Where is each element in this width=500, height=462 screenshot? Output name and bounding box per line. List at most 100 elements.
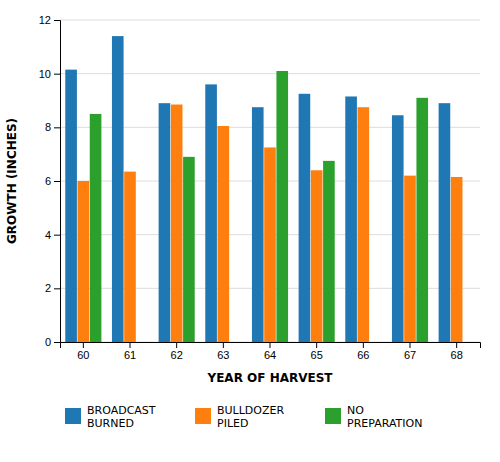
tick: 64 bbox=[264, 342, 276, 361]
legend: BROADCASTBURNED BULLDOZERPILED NOPREPARATI… bbox=[65, 404, 422, 430]
tick-label: 6 bbox=[45, 175, 51, 187]
tick: 6 bbox=[45, 175, 60, 187]
tick-mark bbox=[270, 342, 271, 348]
tick-label: 66 bbox=[357, 349, 369, 361]
series bbox=[90, 71, 428, 342]
bar bbox=[276, 71, 288, 342]
bar bbox=[112, 36, 124, 342]
bar bbox=[404, 176, 416, 342]
bar bbox=[358, 107, 370, 342]
tick-mark bbox=[223, 342, 224, 348]
bar bbox=[323, 161, 335, 342]
tick: 60 bbox=[77, 342, 89, 361]
legend-entry: BROADCASTBURNED bbox=[65, 404, 156, 430]
axis-line bbox=[61, 343, 481, 349]
tick: 67 bbox=[404, 342, 416, 361]
legend-label: BULLDOZERPILED bbox=[217, 404, 284, 430]
tick-mark bbox=[316, 342, 317, 348]
tick: 8 bbox=[45, 121, 60, 133]
legend-label-line: BURNED bbox=[87, 417, 134, 430]
tick-mark bbox=[456, 342, 457, 348]
tick-label: 68 bbox=[451, 349, 463, 361]
tick-mark bbox=[176, 342, 177, 348]
tick-label: 64 bbox=[264, 349, 276, 361]
x-axis-title: YEAR OF HARVEST bbox=[206, 371, 333, 385]
tick-mark bbox=[54, 20, 60, 21]
plot: 024681012606162636465666768 bbox=[39, 14, 481, 361]
tick-label: 0 bbox=[45, 336, 51, 348]
bar bbox=[124, 172, 136, 342]
tick: 62 bbox=[171, 342, 183, 361]
tick: 0 bbox=[45, 336, 60, 348]
tick-label: 2 bbox=[45, 282, 51, 294]
tick-label: 8 bbox=[45, 121, 51, 133]
tick: 12 bbox=[39, 14, 60, 26]
tick: 2 bbox=[45, 282, 60, 294]
tick-label: 61 bbox=[124, 349, 136, 361]
tick: 63 bbox=[217, 342, 229, 361]
series bbox=[78, 105, 463, 342]
tick-mark bbox=[410, 342, 411, 348]
legend-swatch bbox=[65, 408, 81, 424]
tick-mark bbox=[54, 127, 60, 128]
tick-label: 65 bbox=[311, 349, 323, 361]
tick-label: 10 bbox=[39, 68, 51, 80]
bar bbox=[90, 114, 102, 342]
legend-label: NOPREPARATION bbox=[347, 404, 422, 430]
tick: 4 bbox=[45, 229, 60, 241]
series bbox=[65, 36, 450, 342]
tick-mark bbox=[54, 342, 60, 343]
tick-label: 67 bbox=[404, 349, 416, 361]
tick-label: 63 bbox=[217, 349, 229, 361]
chart: 024681012606162636465666768YEAR OF HARVE… bbox=[0, 0, 500, 462]
bar bbox=[416, 98, 428, 342]
tick-mark bbox=[54, 235, 60, 236]
bars bbox=[65, 36, 462, 342]
bar bbox=[183, 157, 195, 342]
tick-label: 12 bbox=[39, 14, 51, 26]
grid-line bbox=[60, 20, 480, 21]
tick-label: 4 bbox=[45, 229, 51, 241]
legend-entry: NOPREPARATION bbox=[325, 404, 422, 430]
legend-entry: BULLDOZERPILED bbox=[195, 404, 284, 430]
bar bbox=[171, 105, 183, 342]
bar bbox=[78, 181, 90, 342]
tick: 68 bbox=[451, 342, 463, 361]
tick-mark bbox=[54, 288, 60, 289]
tick-label: 60 bbox=[77, 349, 89, 361]
bar bbox=[439, 103, 451, 342]
bar bbox=[299, 94, 311, 342]
legend-swatch bbox=[325, 408, 341, 424]
tick-mark bbox=[83, 342, 84, 348]
bar bbox=[65, 70, 77, 342]
tick: 10 bbox=[39, 68, 60, 80]
tick-mark bbox=[54, 74, 60, 75]
tick: 65 bbox=[311, 342, 323, 361]
tick: 66 bbox=[357, 342, 369, 361]
tick-mark bbox=[130, 342, 131, 348]
legend-label-line: NO bbox=[347, 404, 364, 417]
legend-label-line: BULLDOZER bbox=[217, 404, 284, 417]
legend-label-line: BROADCAST bbox=[87, 404, 156, 417]
tick-label: 62 bbox=[171, 349, 183, 361]
bar bbox=[311, 170, 323, 342]
legend-label: BROADCASTBURNED bbox=[87, 404, 156, 430]
tick-mark bbox=[363, 342, 364, 348]
legend-label-line: PREPARATION bbox=[347, 417, 422, 430]
bar bbox=[451, 177, 463, 342]
bar bbox=[218, 126, 230, 342]
legend-label-line: PILED bbox=[217, 417, 248, 430]
y-axis-title: GROWTH (INCHES) bbox=[5, 118, 19, 244]
y-axis: 0 2 4 6 8 10 12 bbox=[39, 14, 61, 348]
grid bbox=[60, 20, 480, 342]
bar bbox=[205, 84, 217, 342]
bar bbox=[159, 103, 171, 342]
tick: 61 bbox=[124, 342, 136, 361]
bar bbox=[252, 107, 264, 342]
bar bbox=[264, 147, 276, 342]
legend-swatch bbox=[195, 408, 211, 424]
axis-line bbox=[54, 21, 61, 343]
bar bbox=[392, 115, 404, 342]
bar bbox=[345, 96, 357, 342]
x-axis: 60 61 62 63 64 65 66 67 68 bbox=[61, 342, 481, 361]
